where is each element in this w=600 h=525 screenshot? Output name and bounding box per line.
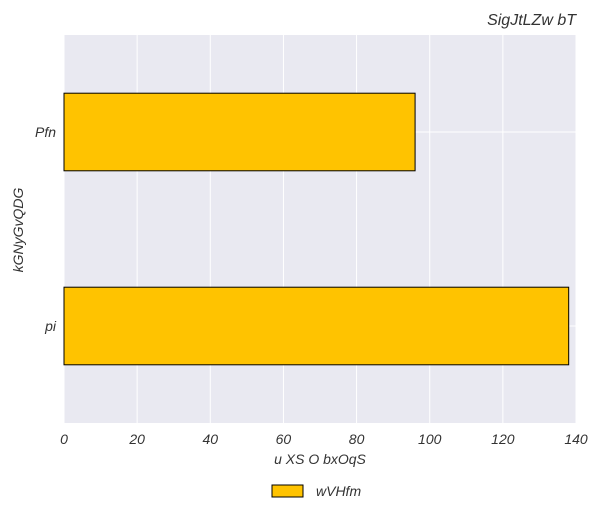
x-axis-ticks: 0 20 40 60 80 100 120 140 — [60, 431, 588, 447]
x-tick-label: 80 — [349, 431, 365, 447]
bars — [63, 92, 570, 366]
x-axis-label: u XS O bxOqS — [274, 451, 366, 467]
x-tick-label: 140 — [564, 431, 588, 447]
x-tick-label: 20 — [128, 431, 145, 447]
chart-title: SigJtLZw bT — [487, 12, 577, 29]
legend: wVHfm — [271, 483, 361, 499]
legend-label: wVHfm — [316, 483, 361, 499]
x-tick-label: 0 — [60, 431, 68, 447]
y-tick-label: Pfn — [35, 124, 56, 140]
y-axis-ticks: Pfn pi — [35, 124, 57, 334]
bar-pi — [63, 286, 570, 366]
y-axis-label: kGNyGvQDG — [10, 188, 26, 273]
x-tick-label: 120 — [491, 431, 515, 447]
bar-pfn — [63, 92, 416, 172]
legend-swatch — [271, 484, 304, 498]
x-tick-label: 40 — [202, 431, 218, 447]
x-tick-label: 60 — [276, 431, 292, 447]
x-tick-label: 100 — [418, 431, 442, 447]
y-tick-label: pi — [44, 318, 57, 334]
